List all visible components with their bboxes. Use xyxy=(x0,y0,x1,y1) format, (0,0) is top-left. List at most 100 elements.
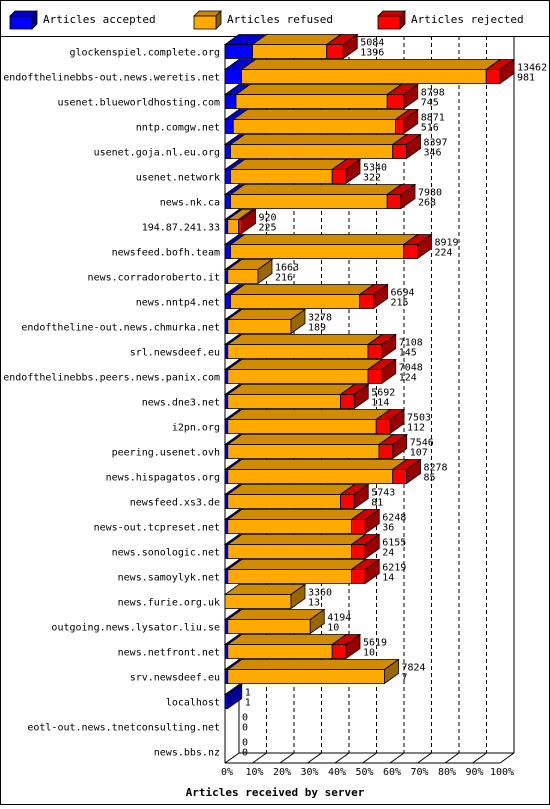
floor-tick-40 xyxy=(334,752,350,764)
value-rejected: 13 xyxy=(308,598,320,609)
bar-rejected xyxy=(331,644,347,659)
row-labels: glockenspiel.complete.org endofthelinebbs… xyxy=(3,48,220,759)
value-rejected: 225 xyxy=(259,223,277,234)
value-total: 6219 xyxy=(382,563,406,574)
bar-rejected-side xyxy=(241,208,256,235)
x-tick-label: 0% xyxy=(221,767,233,778)
value-total: 8397 xyxy=(424,138,448,149)
bar-accepted xyxy=(224,69,242,84)
x-tick-label: 90% xyxy=(465,767,483,778)
bar-refused xyxy=(241,69,487,84)
value-total: 8919 xyxy=(435,238,459,249)
floor-tick-10 xyxy=(252,752,267,764)
value-total: 7108 xyxy=(399,338,423,349)
bar-accepted xyxy=(224,644,229,659)
x-tick-label: 50% xyxy=(355,767,373,778)
floor-tick-60 xyxy=(389,752,405,764)
bar-refused-top xyxy=(234,84,403,95)
floor-tick-90 xyxy=(472,752,487,764)
bar-refused-top xyxy=(226,409,392,420)
value-total: 1663 xyxy=(275,263,299,274)
bar-refused xyxy=(227,269,259,284)
bar-refused-top xyxy=(226,609,326,620)
bar-accepted xyxy=(224,369,229,384)
bar-refused-top xyxy=(240,59,502,70)
bar-refused xyxy=(230,294,361,309)
bar-rejected-side xyxy=(406,133,421,160)
value-total: 0 xyxy=(242,713,248,724)
bar-refused xyxy=(227,569,352,584)
bar-refused-top xyxy=(226,384,356,395)
bar-rejected-side xyxy=(499,58,515,85)
bars xyxy=(223,33,516,710)
bar-refused-top xyxy=(226,459,408,470)
bar-rejected-side xyxy=(389,408,405,435)
bar-refused-top xyxy=(229,134,408,145)
bar-accepted xyxy=(224,669,229,684)
row-label: peering.usenet.ovh xyxy=(112,448,220,459)
bar-refused xyxy=(230,144,394,159)
bar-refused xyxy=(227,344,369,359)
bar-rejected xyxy=(367,369,383,384)
bar-refused-top xyxy=(226,484,356,495)
value-rejected: 516 xyxy=(421,123,439,134)
bar-rejected xyxy=(395,119,405,134)
row-label: news.netfront.net xyxy=(118,648,220,659)
bar-rejected-side xyxy=(406,458,421,485)
value-total: 5743 xyxy=(371,488,395,499)
row-label: usenet.goja.nl.eu.org xyxy=(94,148,220,159)
legend-rejected-label: Articles rejected xyxy=(411,13,524,26)
value-total: 4194 xyxy=(327,613,351,624)
bar-refused xyxy=(227,669,385,684)
bar-refused-side xyxy=(257,258,273,285)
value-total: 13462 xyxy=(517,63,547,74)
row-label: news.nntp4.net xyxy=(136,298,220,309)
bar-accepted xyxy=(224,169,231,184)
floor-right-edge xyxy=(499,752,515,764)
bar-refused xyxy=(227,444,380,459)
bar-rejected-side xyxy=(342,33,358,60)
bar-refused-top xyxy=(226,559,367,570)
bar-accepted xyxy=(224,494,229,509)
value-rejected: 215 xyxy=(391,298,409,309)
value-rejected: 14 xyxy=(382,573,394,584)
row-label: srl.newsdeef.eu xyxy=(130,348,220,359)
row-label: usenet.network xyxy=(136,173,220,184)
floor-tick-30 xyxy=(307,752,322,764)
bar-rejected-side xyxy=(392,433,408,460)
value-total: 7048 xyxy=(399,363,423,374)
bar-refused xyxy=(227,369,369,384)
value-rejected: 36 xyxy=(382,523,394,534)
bar-accepted xyxy=(224,144,231,159)
bar-rejected xyxy=(367,344,383,359)
bar-rejected xyxy=(386,94,405,109)
floor-left-edge xyxy=(224,752,240,764)
bar-rejected xyxy=(359,294,374,309)
value-total: 7503 xyxy=(407,413,431,424)
value-total: 3278 xyxy=(308,313,332,324)
bar-rejected-side xyxy=(381,358,397,385)
row-label: localhost xyxy=(166,698,220,709)
value-total: 5692 xyxy=(371,388,395,399)
bar-refused-top xyxy=(229,284,375,295)
bar-refused-top xyxy=(232,109,411,120)
value-total: 5340 xyxy=(363,163,387,174)
bar-accepted xyxy=(224,194,231,209)
bar-refused xyxy=(227,419,377,434)
bar-accepted xyxy=(224,94,237,109)
bar-accepted xyxy=(224,569,229,584)
bar-rejected-side xyxy=(381,333,397,360)
bar-rejected xyxy=(392,144,407,159)
bar-refused-top xyxy=(226,334,384,345)
row-label: news.dne3.net xyxy=(142,398,220,409)
row-label: news.furie.org.uk xyxy=(118,598,220,609)
x-axis-title: Articles received by server xyxy=(186,786,365,799)
legend-rejected-swatch xyxy=(377,15,401,30)
bar-rejected xyxy=(375,419,391,434)
row-label: newsfeed.bofh.team xyxy=(112,248,220,259)
floor-tick-70 xyxy=(417,752,432,764)
bar-refused xyxy=(227,469,394,484)
bar-refused-top xyxy=(251,34,342,45)
bar-accepted xyxy=(224,444,229,459)
